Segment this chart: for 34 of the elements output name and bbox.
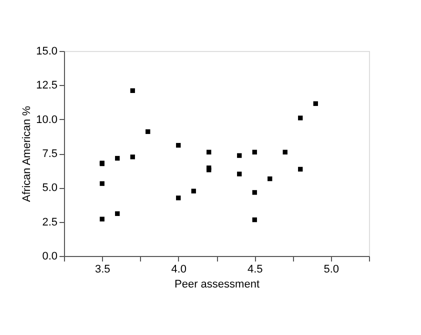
y-tick-label: 5.0: [42, 182, 58, 194]
point: [176, 196, 181, 200]
point: [268, 176, 272, 182]
point: [130, 88, 135, 93]
point: [130, 154, 135, 160]
point: [252, 217, 257, 222]
point: [252, 190, 257, 195]
y-tick-label: 12.5: [36, 80, 58, 92]
point: [115, 156, 120, 161]
point: [282, 150, 288, 154]
y-tick-label: 7.5: [42, 148, 58, 160]
point: [100, 181, 104, 186]
point: [237, 172, 242, 176]
point: [206, 150, 212, 154]
point: [191, 188, 196, 194]
x-tick-label: 5.0: [324, 264, 340, 276]
point: [313, 101, 318, 106]
point: [298, 166, 303, 172]
y-tick-label: 2.5: [42, 216, 58, 228]
point: [176, 142, 181, 148]
y-tick-label: 0.0: [42, 250, 58, 262]
point: [115, 211, 120, 216]
point: [146, 129, 150, 134]
point: [100, 216, 104, 222]
x-tick-label: 4.5: [247, 264, 263, 276]
x-tick-label: 4.0: [171, 264, 187, 276]
point: [252, 150, 257, 154]
y-axis-title: African American %: [21, 106, 34, 202]
y-tick-label: 15.0: [36, 46, 58, 58]
x-tick-label: 3.5: [94, 264, 110, 276]
y-tick-label: 10.0: [36, 114, 58, 126]
point: [237, 153, 242, 158]
point: [298, 116, 303, 120]
x-axis-title: Peer assessment: [174, 278, 260, 290]
